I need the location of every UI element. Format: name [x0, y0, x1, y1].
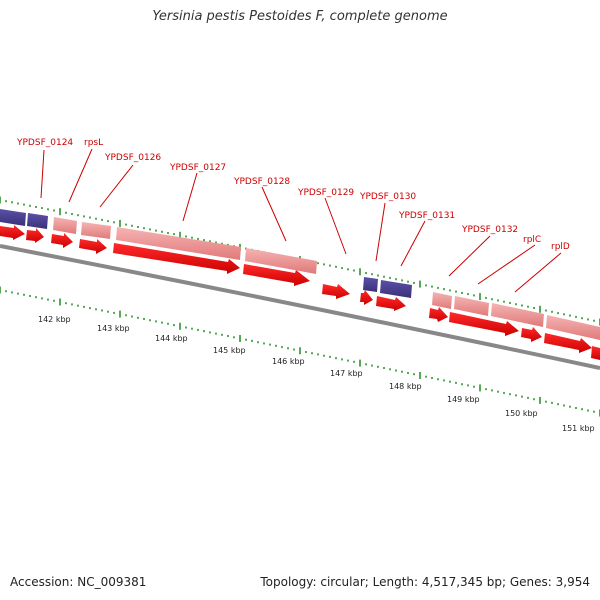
cds-arrow: [449, 312, 519, 336]
kbp-label: 150 kbp: [505, 409, 538, 418]
leader-line: [477, 244, 536, 285]
gene-feature: [116, 227, 241, 260]
cds-arrow: [376, 296, 406, 311]
cds-arrow: [322, 284, 350, 299]
gene-label-ypdsf-0131[interactable]: YPDSF_0131: [398, 211, 455, 221]
rna-feature: [0, 209, 26, 226]
leader-line: [400, 220, 426, 267]
kbp-label: 145 kbp: [213, 346, 246, 355]
leader-line: [99, 164, 134, 208]
leader-line: [261, 186, 287, 242]
gene-label-ypdsf-0127[interactable]: YPDSF_0127: [169, 163, 226, 173]
leader-line: [324, 197, 347, 255]
kbp-label: 142 kbp: [38, 315, 71, 324]
kbp-label: 149 kbp: [447, 395, 480, 404]
cds-arrow: [0, 225, 25, 240]
kbp-label: 148 kbp: [389, 382, 422, 391]
cds-arrow: [521, 327, 542, 342]
leader-line: [40, 149, 45, 199]
rna-feature: [363, 277, 378, 292]
cds-arrow: [544, 333, 592, 353]
rna-feature: [27, 213, 48, 229]
map-title: Yersinia pestis Pestoides F, complete ge…: [152, 9, 448, 24]
gene-label-ypdsf-0132[interactable]: YPDSF_0132: [461, 225, 518, 235]
genome-backbone: [0, 244, 600, 370]
upper-tick-ring: [0, 196, 600, 326]
leader-line: [68, 148, 93, 203]
leader-line: [182, 172, 198, 222]
gene-label-rpsl[interactable]: rpsL: [84, 138, 103, 148]
kbp-label: 146 kbp: [272, 357, 305, 366]
kbp-label: 147 kbp: [330, 369, 363, 378]
gene-feature: [546, 315, 600, 340]
kbp-label: 143 kbp: [97, 324, 130, 333]
kbp-label: 144 kbp: [155, 334, 188, 343]
genome-summary-text: Topology: circular; Length: 4,517,345 bp…: [260, 575, 590, 589]
cds-arrow: [243, 264, 310, 286]
leader-line: [448, 235, 491, 277]
gene-label-ypdsf-0128[interactable]: YPDSF_0128: [233, 177, 290, 187]
leader-line: [375, 202, 386, 262]
cds-arrow: [79, 239, 107, 254]
rna-feature: [380, 280, 412, 298]
gene-labels: YPDSF_0124 rpsL YPDSF_0126 YPDSF_0127 YP…: [16, 138, 570, 293]
cds-arrow: [113, 243, 240, 274]
lower-tick-ring: [0, 286, 600, 417]
gene-label-ypdsf-0129[interactable]: YPDSF_0129: [297, 188, 354, 198]
gene-label-ypdsf-0124[interactable]: YPDSF_0124: [16, 138, 73, 148]
feature-track: [0, 209, 600, 360]
cds-arrow: [26, 228, 44, 243]
cds-arrow: [51, 233, 73, 248]
cds-arrow: [429, 307, 448, 322]
gene-label-rpld[interactable]: rplD: [551, 242, 570, 252]
gene-feature: [53, 217, 77, 234]
gene-feature: [491, 303, 544, 327]
gene-label-ypdsf-0130[interactable]: YPDSF_0130: [359, 192, 416, 202]
gene-feature: [81, 222, 111, 239]
gene-feature: [245, 248, 317, 274]
gene-feature: [432, 292, 452, 309]
leader-line: [514, 252, 562, 293]
kbp-labels: 142 kbp 143 kbp 144 kbp 145 kbp 146 kbp …: [38, 315, 595, 433]
cds-arrow: [591, 346, 600, 360]
gene-label-ypdsf-0126[interactable]: YPDSF_0126: [104, 153, 161, 163]
gene-label-rplc[interactable]: rplC: [523, 235, 541, 245]
cds-arrow: [360, 290, 373, 305]
accession-text: Accession: NC_009381: [10, 575, 147, 589]
kbp-label: 151 kbp: [562, 424, 595, 433]
gene-feature: [454, 296, 489, 316]
